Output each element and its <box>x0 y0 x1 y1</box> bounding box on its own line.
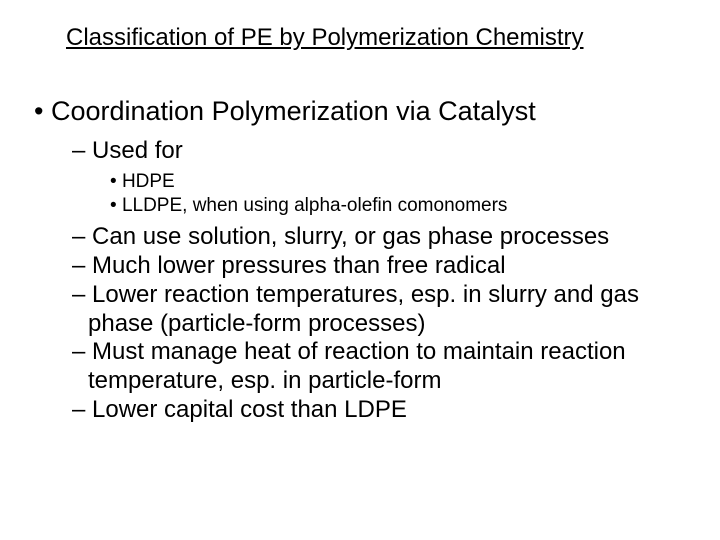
bullet-level2-temperatures: Lower reaction temperatures, esp. in slu… <box>72 281 686 339</box>
bullet-level1-coordination: Coordination Polymerization via Catalyst <box>34 96 686 127</box>
bullet-level2-pressures: Much lower pressures than free radical <box>72 252 686 281</box>
bullet-level3-hdpe: HDPE <box>110 170 686 194</box>
slide-title: Classification of PE by Polymerization C… <box>66 24 686 52</box>
bullet-level2-capital: Lower capital cost than LDPE <box>72 396 686 425</box>
bullet-level2-usedfor: Used for <box>72 137 686 166</box>
bullet-level2-heat: Must manage heat of reaction to maintain… <box>72 338 686 396</box>
bullet-level3-lldpe: LLDPE, when using alpha-olefin comonomer… <box>110 194 686 218</box>
bullet-level2-processes: Can use solution, slurry, or gas phase p… <box>72 223 686 252</box>
